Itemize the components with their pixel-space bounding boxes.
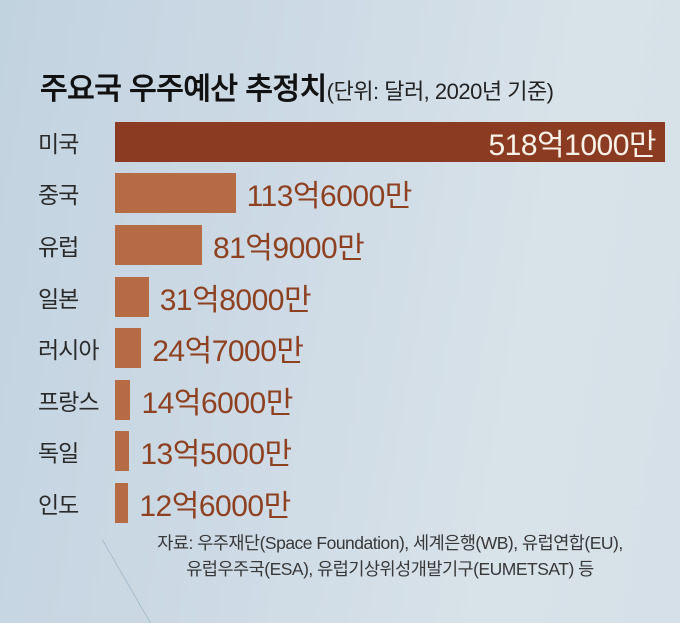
bar-row-usa: 미국 518억1000만 <box>0 116 680 168</box>
country-label: 인도 <box>38 491 79 518</box>
country-label: 일본 <box>38 285 79 312</box>
chart-title: 주요국 우주예산 추정치 <box>40 73 327 106</box>
value-bar <box>115 328 142 369</box>
value-label: 24억7000만 <box>152 335 304 369</box>
source-line-1: 자료: 우주재단(Space Foundation), 세계은행(WB), 유럽… <box>157 533 623 553</box>
country-label: 독일 <box>38 440 79 467</box>
value-label: 113억6000만 <box>246 180 413 214</box>
bar-row-india: 인도 12억6000만 <box>0 477 680 529</box>
value-bar <box>115 224 202 265</box>
bar-row-europe: 유럽 81억9000만 <box>0 219 680 271</box>
country-label: 유럽 <box>38 233 79 260</box>
bar-row-france: 프랑스 14억6000만 <box>0 374 680 426</box>
bar-row-china: 중국 113억6000만 <box>0 168 680 220</box>
value-label: 13억5000만 <box>140 438 292 472</box>
bar-row-russia: 러시아 24억7000만 <box>0 322 680 374</box>
country-label: 중국 <box>38 182 79 209</box>
value-label: 81억9000만 <box>212 231 365 265</box>
bar-row-germany: 독일 13억5000만 <box>0 426 680 478</box>
value-bar <box>115 173 236 214</box>
value-bar <box>115 276 149 317</box>
source-note: 자료: 우주재단(Space Foundation), 세계은행(WB), 유럽… <box>100 530 680 582</box>
value-label: 14억6000만 <box>141 386 293 420</box>
value-label: 518억1000만 <box>488 128 657 162</box>
bar-row-japan: 일본 31억8000만 <box>0 271 680 323</box>
value-bar <box>115 482 129 523</box>
country-label: 프랑스 <box>38 388 99 415</box>
bar-chart: 미국 518억1000만 중국 113억6000만 유럽 81억9000만 일본… <box>0 116 680 529</box>
country-label: 미국 <box>38 130 79 157</box>
value-label: 12억6000만 <box>139 489 291 523</box>
chart-header: 주요국 우주예산 추정치(단위: 달러, 2020년 기준) <box>40 64 660 108</box>
source-line-2: 유럽우주국(ESA), 유럽기상위성개발기구(EUMETSAT) 등 <box>186 559 594 579</box>
value-bar: 518억1000만 <box>115 121 665 162</box>
value-bar <box>115 431 130 472</box>
chart-subtitle: (단위: 달러, 2020년 기준) <box>326 79 554 104</box>
value-label: 31억8000만 <box>159 283 312 317</box>
value-bar <box>115 379 131 420</box>
country-label: 러시아 <box>38 337 99 364</box>
